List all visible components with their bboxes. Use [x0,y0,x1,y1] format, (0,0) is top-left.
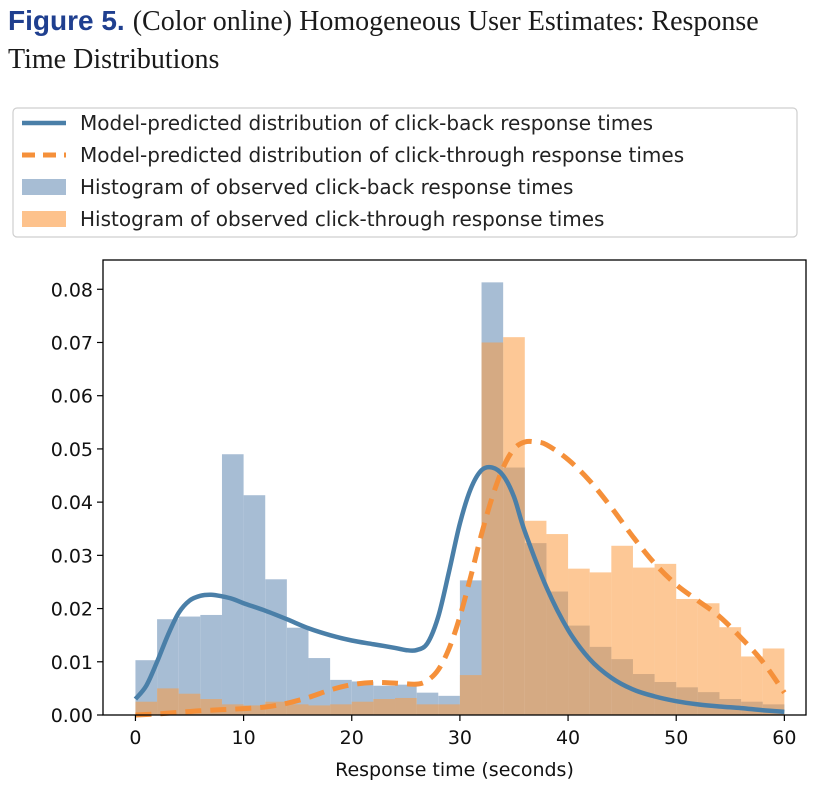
click-back-bar-bar-7 [286,627,309,715]
click-through-bar-bar-22 [611,545,633,715]
figure-label: Figure 5. [8,5,125,36]
click-through-bar-bar-26 [697,603,720,715]
click-back-bar-bar-3 [200,614,222,715]
legend-handle-click-back-hist [22,179,66,195]
click-through-bar-bar-14 [438,704,460,715]
y-tick-label-7: 0.07 [51,332,93,354]
y-tick-label-6: 0.06 [51,386,93,408]
legend-entry-2: Histogram of observed click-back respons… [80,175,573,199]
x-tick-label-1: 10 [232,727,256,749]
click-through-model-line [135,438,787,718]
click-through-bar-bar-27 [719,627,742,715]
click-through-bar-bar-15 [459,675,482,715]
click-through-bar-bar-7 [286,704,309,715]
plot-frame [102,259,807,716]
y-tick-label-3: 0.03 [51,545,93,567]
click-through-bar-bar-25 [676,598,698,715]
x-tick-label-0: 0 [129,727,141,749]
figure-caption: Figure 5. (Color online) Homogeneous User… [8,2,813,79]
click-through-bar-bar-8 [308,705,331,715]
click-through-bar-bar-24 [654,563,677,715]
legend-handle-click-through-hist [22,211,66,227]
click-through-bar-bar-21 [589,572,612,715]
click-through-bar-bar-4 [221,704,244,715]
y-tick-label-5: 0.05 [51,439,93,461]
click-through-bar-bar-9 [330,704,352,715]
y-tick-label-1: 0.01 [51,652,93,674]
click-through-bar-bar-1 [157,688,179,715]
click-through-bar-bar-17 [503,337,525,715]
click-back-bar-bar-4 [221,454,244,715]
legend-entry-0: Model-predicted distribution of click-ba… [80,111,653,135]
x-tick-label-4: 40 [556,727,580,749]
x-axis: 0 10 20 30 40 50 60 [129,715,796,749]
click-through-bar-bar-5 [243,705,266,715]
click-through-bar-bar-28 [741,656,763,715]
click-through-bar-bar-11 [373,699,396,715]
y-tick-label-2: 0.02 [51,599,93,621]
x-tick-label-5: 50 [664,727,688,749]
y-tick-label-4: 0.04 [51,492,93,514]
click-through-bar-bar-29 [762,648,785,715]
x-tick-label-3: 30 [448,727,472,749]
y-tick-label-0: 0.00 [51,705,93,727]
legend: Model-predicted distribution of click-ba… [12,107,798,238]
x-tick-label-2: 20 [340,727,364,749]
legend-entry-3: Histogram of observed click-through resp… [80,207,604,231]
click-back-bar-bar-8 [308,658,331,715]
legend-entry-1: Model-predicted distribution of click-th… [80,143,684,167]
y-tick-label-8: 0.08 [51,279,93,301]
click-through-bar-bar-13 [416,704,439,715]
click-through-bar-bar-12 [395,697,417,715]
legend-box [12,107,798,238]
click-back-model-line [133,464,785,715]
click-through-bar-bar-0 [135,701,158,715]
click-back-bar-bar-6 [265,579,287,715]
click-through-histogram [135,337,785,715]
click-through-bar-bar-23 [632,567,655,715]
click-through-bar-bar-16 [481,342,504,715]
y-axis: 0.00 0.01 0.02 0.03 0.04 0.05 0.06 0.07 0.08 [51,279,103,727]
figure-title: (Color online) Homogeneous User Estimate… [8,6,759,75]
click-through-bar-bar-19 [546,534,569,715]
x-axis-label: Response time (seconds) [335,759,574,781]
click-back-bar-bar-2 [178,616,201,715]
click-through-bar-bar-20 [568,568,590,715]
click-through-bar-bar-18 [524,520,547,715]
x-tick-label-6: 60 [772,727,796,749]
click-through-bar-bar-10 [351,701,374,715]
model-lines [133,438,787,718]
